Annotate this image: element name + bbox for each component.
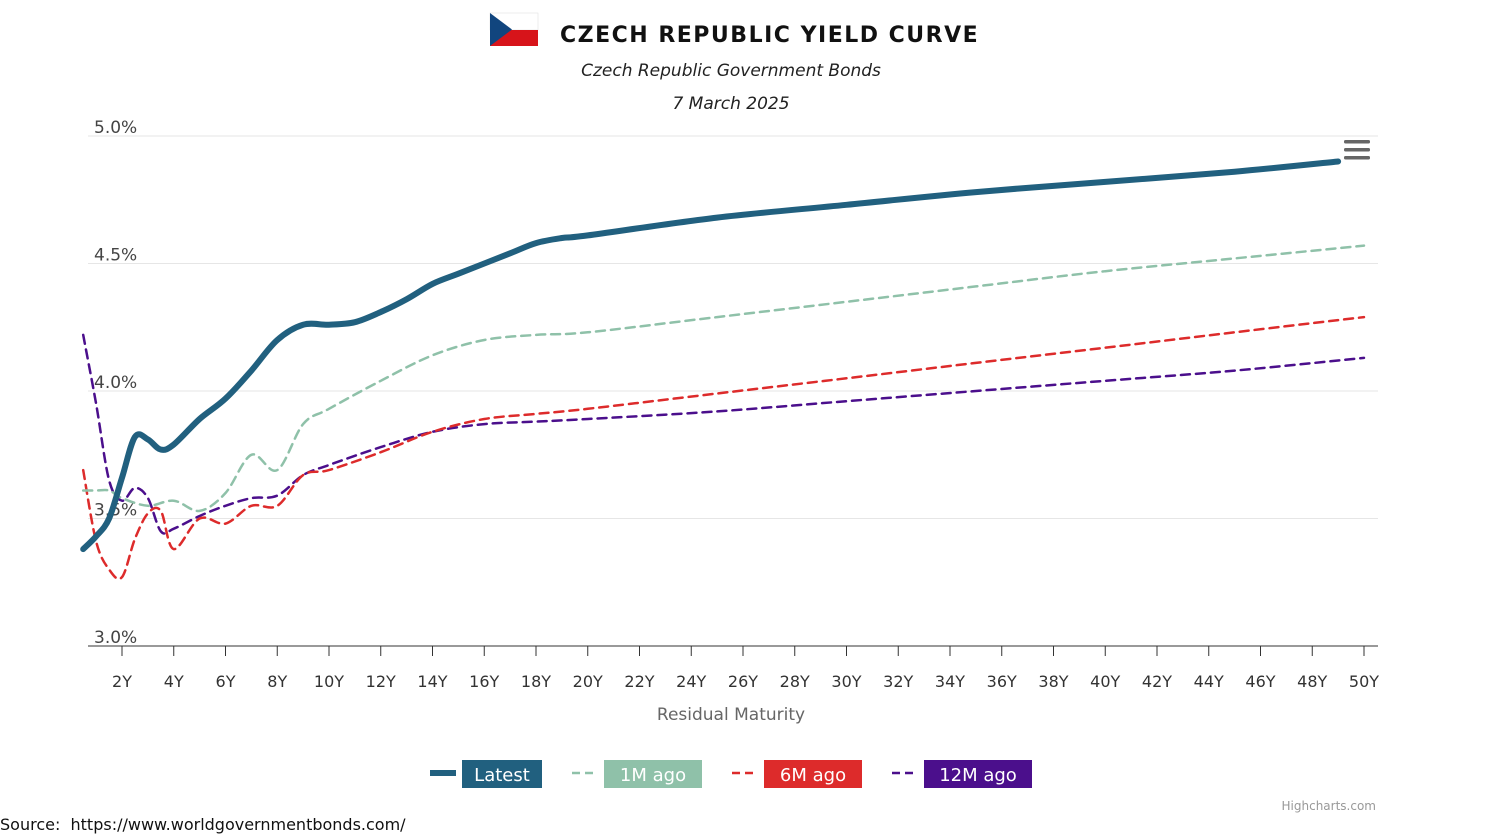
- x-tick-label: 8Y: [267, 672, 287, 691]
- chart-date: 7 March 2025: [672, 94, 789, 114]
- grid-lines: [88, 135, 1378, 519]
- x-tick-label: 10Y: [314, 672, 344, 691]
- y-tick-label: 3.5%: [94, 501, 137, 521]
- x-axis: 2Y 4Y 6Y 8Y 10Y 12Y 14Y 16Y 18Y 20Y 22Y 24Y 26Y 28Y 30…: [88, 645, 1379, 691]
- x-tick-label: 38Y: [1038, 672, 1068, 691]
- x-tick-label: 24Y: [676, 672, 706, 691]
- y-tick-label: 4.5%: [94, 246, 137, 266]
- legend-item-1m-ago[interactable]: 1M ago: [572, 760, 702, 788]
- x-tick-label: 40Y: [1090, 672, 1120, 691]
- chart-subtitle: Czech Republic Government Bonds: [581, 61, 881, 81]
- y-tick-label: 3.0%: [94, 628, 137, 648]
- legend: Latest 1M ago 6M ago 12M ago: [430, 760, 1032, 788]
- y-tick-label: 4.0%: [94, 373, 137, 393]
- x-tick-label: 32Y: [883, 672, 913, 691]
- x-tick-label: 36Y: [987, 672, 1017, 691]
- legend-label-6m-ago: 6M ago: [780, 765, 846, 786]
- x-tick-label: 2Y: [112, 672, 132, 691]
- y-axis: 3.0% 3.5% 4.0% 4.5% 5.0%: [94, 118, 137, 648]
- series-lines: [80, 158, 1366, 581]
- czech-flag-icon: [489, 12, 539, 46]
- series-line-6m-ago[interactable]: [81, 315, 1366, 581]
- x-tick-label: 46Y: [1245, 672, 1275, 691]
- legend-item-12m-ago[interactable]: 12M ago: [892, 760, 1032, 788]
- x-tick-label: 42Y: [1142, 672, 1172, 691]
- x-tick-label: 16Y: [469, 672, 499, 691]
- legend-label-12m-ago: 12M ago: [939, 765, 1017, 786]
- legend-label-1m-ago: 1M ago: [620, 765, 686, 786]
- x-tick-label: 22Y: [624, 672, 654, 691]
- series-line-12m-ago[interactable]: [81, 333, 1366, 535]
- x-tick-label: 4Y: [164, 672, 184, 691]
- x-tick-label: 18Y: [521, 672, 551, 691]
- x-tick-label: 12Y: [366, 672, 396, 691]
- x-tick-label: 6Y: [216, 672, 236, 691]
- highcharts-credits[interactable]: Highcharts.com: [1282, 799, 1376, 813]
- x-tick-label: 48Y: [1297, 672, 1327, 691]
- series-line-1m-ago[interactable]: [81, 244, 1366, 513]
- legend-label-latest: Latest: [474, 765, 530, 786]
- x-tick-label: 14Y: [417, 672, 447, 691]
- legend-item-6m-ago[interactable]: 6M ago: [732, 760, 862, 788]
- x-axis-title: Residual Maturity: [657, 705, 805, 725]
- x-tick-label: 34Y: [935, 672, 965, 691]
- x-tick-label: 30Y: [831, 672, 861, 691]
- source-note: Source: https://www.worldgovernmentbonds…: [0, 815, 406, 834]
- chart-title: CZECH REPUBLIC YIELD CURVE: [560, 23, 979, 48]
- series-line-latest[interactable]: [80, 158, 1342, 553]
- y-tick-label: 5.0%: [94, 118, 137, 138]
- x-tick-label: 20Y: [573, 672, 603, 691]
- x-tick-label: 50Y: [1349, 672, 1379, 691]
- x-tick-label: 26Y: [728, 672, 758, 691]
- x-tick-label: 44Y: [1194, 672, 1224, 691]
- legend-item-latest[interactable]: Latest: [430, 760, 542, 788]
- x-tick-label: 28Y: [780, 672, 810, 691]
- hamburger-menu-icon[interactable]: [1338, 134, 1376, 166]
